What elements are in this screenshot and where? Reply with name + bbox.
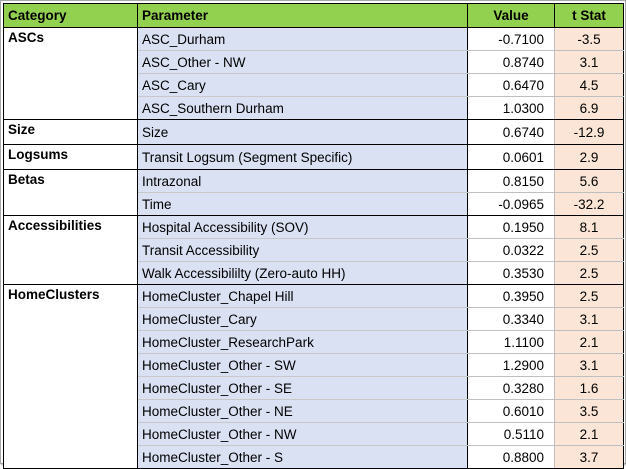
- value-cell: 0.8150: [467, 169, 555, 193]
- table-row: HomeCluster_Other - SW 1.2900 3.1: [4, 353, 624, 377]
- tstat-cell: 3.7: [554, 445, 624, 469]
- category-cell: Logsums: [3, 144, 138, 170]
- value-cell: 0.3530: [467, 261, 555, 285]
- value-cell: 0.0601: [467, 144, 555, 170]
- table-row: Walk Accessibililty (Zero-auto HH) 0.3530…: [4, 261, 624, 285]
- table-row: Logsums Transit Logsum (Segment Specific)…: [3, 144, 624, 170]
- value-cell: 1.1100: [467, 330, 555, 354]
- category-cell: ASCs: [3, 27, 138, 120]
- parameter-cell: HomeCluster_Other - NE: [137, 399, 468, 423]
- table-body: ASCs ASC_Durham -0.7100 -3.5 ASC_Other - NW 0…: [3, 27, 624, 469]
- value-cell: 0.8740: [467, 50, 555, 74]
- header-tstat: t Stat: [554, 3, 624, 28]
- parameter-cell: HomeCluster_ResearchPark: [137, 330, 468, 354]
- parameter-cell: ASC_Cary: [137, 73, 468, 97]
- parameter-cell: HomeCluster_Other - SW: [137, 353, 468, 377]
- category-cell: Size: [3, 119, 138, 145]
- tstat-cell: 5.6: [554, 169, 624, 193]
- parameter-cell: HomeCluster_Cary: [137, 307, 468, 331]
- parameter-cell: Transit Logsum (Segment Specific): [137, 144, 468, 170]
- tstat-cell: 3.1: [554, 307, 624, 331]
- table-row: ASC_Southern Durham 1.0300 6.9: [4, 96, 624, 120]
- table-row: Accessibilities Hospital Accessibility (S…: [3, 215, 624, 285]
- parameter-cell: ASC_Durham: [137, 27, 468, 51]
- tstat-cell: 3.1: [554, 353, 624, 377]
- value-cell: -0.7100: [467, 27, 555, 51]
- value-cell: 0.6740: [467, 119, 555, 145]
- parameter-cell: HomeCluster_Other - SE: [137, 376, 468, 400]
- tstat-cell: 3.1: [554, 50, 624, 74]
- table-row: HomeCluster_Cary 0.3340 3.1: [4, 307, 624, 331]
- value-cell: 0.3280: [467, 376, 555, 400]
- table-row: Transit Accessibility 0.0322 2.5: [4, 238, 624, 262]
- tstat-cell: 2.5: [554, 238, 624, 262]
- parameter-cell: Size: [137, 119, 468, 145]
- parameter-cell: Transit Accessibility: [137, 238, 468, 262]
- parameter-cell: HomeCluster_Other - S: [137, 445, 468, 469]
- table-row: ASC_Cary 0.6470 4.5: [4, 73, 624, 97]
- value-cell: 1.2900: [467, 353, 555, 377]
- category-cell: Accessibilities: [3, 215, 138, 285]
- value-cell: 0.1950: [467, 215, 555, 239]
- tstat-cell: 2.1: [554, 330, 624, 354]
- table-row: HomeCluster_ResearchPark 1.1100 2.1: [4, 330, 624, 354]
- tstat-cell: -32.2: [554, 192, 624, 216]
- value-cell: 0.3340: [467, 307, 555, 331]
- tstat-cell: 6.9: [554, 96, 624, 120]
- category-cell: Betas: [3, 169, 138, 216]
- value-cell: 1.0300: [467, 96, 555, 120]
- table-row: HomeCluster_Other - NW 0.5110 2.1: [4, 422, 624, 446]
- parameter-cell: Walk Accessibililty (Zero-auto HH): [137, 261, 468, 285]
- table-row: Time -0.0965 -32.2: [4, 192, 624, 216]
- value-cell: 0.5110: [467, 422, 555, 446]
- tstat-cell: 2.9: [554, 144, 624, 170]
- table-row: HomeCluster_Other - SE 0.3280 1.6: [4, 376, 624, 400]
- value-cell: 0.3950: [467, 284, 555, 308]
- tstat-cell: 2.5: [554, 284, 624, 308]
- header-value: Value: [467, 3, 555, 28]
- table-row: ASCs ASC_Durham -0.7100 -3.5: [3, 27, 624, 120]
- parameter-cell: ASC_Southern Durham: [137, 96, 468, 120]
- value-cell: -0.0965: [467, 192, 555, 216]
- tstat-cell: 3.5: [554, 399, 624, 423]
- value-cell: 0.6470: [467, 73, 555, 97]
- parameter-table: Category Parameter Value t Stat ASCs ASC_…: [3, 3, 624, 469]
- parameter-cell: Intrazonal: [137, 169, 468, 193]
- table-row: HomeClusters HomeCluster_Chapel Hill 0.395…: [3, 284, 624, 469]
- table-row: Betas Intrazonal 0.8150 5.6: [3, 169, 624, 216]
- header-row: Category Parameter Value t Stat: [3, 3, 624, 28]
- tstat-cell: 1.6: [554, 376, 624, 400]
- header-parameter: Parameter: [137, 3, 468, 28]
- tstat-cell: -3.5: [554, 27, 624, 51]
- value-cell: 0.6010: [467, 399, 555, 423]
- parameter-cell: HomeCluster_Chapel Hill: [137, 284, 468, 308]
- parameter-cell: Hospital Accessibility (SOV): [137, 215, 468, 239]
- header-category: Category: [3, 3, 138, 28]
- parameter-cell: Time: [137, 192, 468, 216]
- table-row: ASC_Other - NW 0.8740 3.1: [4, 50, 624, 74]
- value-cell: 0.0322: [467, 238, 555, 262]
- table-row: Size Size 0.6740 -12.9: [3, 119, 624, 145]
- category-cell: HomeClusters: [3, 284, 138, 469]
- tstat-cell: -12.9: [554, 119, 624, 145]
- tstat-cell: 8.1: [554, 215, 624, 239]
- value-cell: 0.8800: [467, 445, 555, 469]
- table-row: HomeCluster_Other - NE 0.6010 3.5: [4, 399, 624, 423]
- tstat-cell: 2.1: [554, 422, 624, 446]
- parameter-cell: ASC_Other - NW: [137, 50, 468, 74]
- tstat-cell: 4.5: [554, 73, 624, 97]
- parameter-cell: HomeCluster_Other - NW: [137, 422, 468, 446]
- tstat-cell: 2.5: [554, 261, 624, 285]
